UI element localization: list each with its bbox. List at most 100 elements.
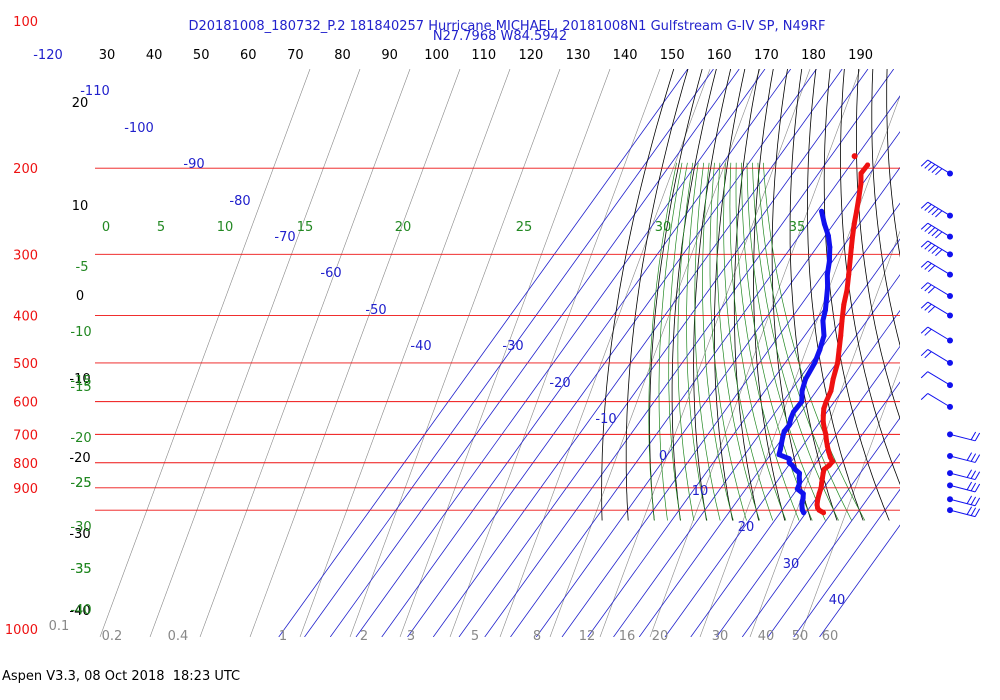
temperature-curve-point — [823, 437, 829, 443]
mixing-ratio-line — [699, 95, 900, 637]
mixing-ratio-line — [349, 69, 561, 637]
wind-barb-shaft — [949, 455, 976, 463]
mixing-ratio-label: 0.2 — [102, 629, 123, 644]
mixing-ratio-label: 2 — [360, 629, 368, 644]
wind-barb-feather — [966, 452, 973, 461]
mixing-ratio-label: 3 — [407, 629, 415, 644]
moist-adiabat-line — [757, 162, 853, 521]
pressure-tick-label: 300 — [13, 248, 38, 263]
wind-barb-feather — [927, 286, 936, 294]
pressure-tick-label: 200 — [13, 162, 38, 177]
wind-barb-feather — [970, 507, 977, 516]
wind-barb-shaft — [949, 472, 976, 481]
mixing-ratio-line — [549, 69, 761, 637]
top-temperature-tick-label: 130 — [566, 48, 591, 63]
wind-barb-shaft — [927, 349, 951, 364]
dewpoint-curve-point — [825, 233, 831, 239]
temperature-curve-point — [854, 208, 860, 214]
moist-adiabat-line — [648, 162, 677, 521]
temperature-curve-point — [830, 376, 836, 382]
temperature-curve-point — [820, 419, 826, 425]
wind-barb-feather — [931, 208, 939, 216]
isotherm-line — [484, 69, 895, 637]
dry-adiabat-line — [983, 31, 1000, 520]
wind-barb-feather — [974, 508, 981, 517]
theta-e-label: 30 — [655, 220, 672, 235]
wind-barb-shaft — [927, 260, 951, 276]
dewpoint-curve-point — [799, 399, 805, 405]
mixing-ratio-line — [299, 69, 511, 637]
dewpoint-curve-point — [791, 409, 797, 415]
wind-barb-feather — [920, 326, 929, 334]
theta-e-label: -20 — [70, 431, 91, 446]
top-temperature-tick-label: 90 — [381, 48, 398, 63]
wind-barb-feather — [927, 206, 936, 214]
dewpoint-curve-point — [826, 258, 832, 264]
dewpoint-curve-point — [796, 475, 802, 481]
theta-e-label: -25 — [70, 476, 91, 491]
isotherm-label: 0 — [659, 449, 667, 464]
wind-barb-feather — [935, 231, 943, 239]
top-temperature-tick-label: 120 — [518, 48, 543, 63]
isotherm-label: -40 — [410, 339, 431, 354]
wind-barb-shaft — [927, 326, 951, 341]
temperature-curve-point — [856, 195, 862, 201]
isotherm-line — [819, 524, 900, 637]
theta-e-label: 20 — [395, 220, 412, 235]
wind-barb-feather — [966, 469, 973, 478]
isotherm-label: -100 — [124, 121, 154, 136]
isotherm-label: 40 — [829, 593, 846, 608]
dry-adiabat-line — [929, 31, 1000, 520]
temperature-curve-point — [839, 318, 845, 324]
isotherm-line — [355, 69, 766, 637]
dewpoint-curve-point — [788, 416, 794, 422]
isotherm-line — [329, 69, 740, 637]
isotherm-line — [381, 69, 792, 637]
temperature-curve-point — [821, 466, 827, 472]
isotherm-label: 30 — [783, 557, 800, 572]
theta-e-label: -30 — [70, 520, 91, 535]
dry-adiabat-line — [601, 69, 675, 521]
altitude-label: -40 — [69, 604, 90, 619]
wind-barb — [947, 495, 981, 507]
dry-adiabat-line — [625, 69, 689, 521]
top-temperature-tick-label: 40 — [146, 48, 163, 63]
mixing-ratio-label: 30 — [712, 629, 729, 644]
temperature-curve-point — [826, 449, 832, 455]
dewpoint-curve-point — [819, 208, 825, 214]
top-temperature-tick-label: 110 — [471, 48, 496, 63]
dry-adiabat-line — [970, 31, 1000, 520]
isotherm-line — [278, 69, 689, 637]
pressure-tick-label: 900 — [13, 482, 38, 497]
temperature-curve-point — [821, 425, 827, 431]
temperature-curve-point — [841, 302, 847, 308]
moist-adiabat-line — [686, 162, 708, 521]
temperature-curve-point — [847, 258, 853, 264]
wind-barb-shaft — [927, 240, 951, 255]
moist-adiabat-line — [709, 162, 747, 521]
dewpoint-curve-point — [821, 221, 827, 227]
top-temperature-tick-label: 50 — [193, 48, 210, 63]
top-temperature-tick-label: 70 — [287, 48, 304, 63]
wind-barb-shaft — [927, 371, 951, 386]
temperature-curve-point — [830, 458, 836, 464]
wind-barb — [920, 222, 953, 240]
mixing-ratio-line — [249, 69, 461, 637]
isotherm-line — [458, 69, 869, 637]
dry-adiabat-label: -15 — [70, 380, 91, 395]
wind-barb — [947, 481, 981, 493]
wind-barb-feather — [970, 482, 977, 492]
isotherm-line — [664, 309, 900, 637]
wind-barb-feather — [931, 247, 939, 254]
temperature-curve-point — [821, 406, 827, 412]
dry-adiabat-line — [806, 69, 864, 521]
wind-barb-feather — [924, 225, 932, 232]
dry-adiabat-line — [856, 69, 900, 420]
theta-e-label: 25 — [516, 220, 533, 235]
isotherm-label: -20 — [549, 376, 570, 391]
moist-adiabat-line — [677, 162, 695, 521]
temperature-curve-point — [819, 480, 825, 486]
wind-barb — [920, 201, 953, 219]
altitude-label: 10 — [72, 199, 89, 214]
wind-barb-feather — [920, 159, 929, 167]
